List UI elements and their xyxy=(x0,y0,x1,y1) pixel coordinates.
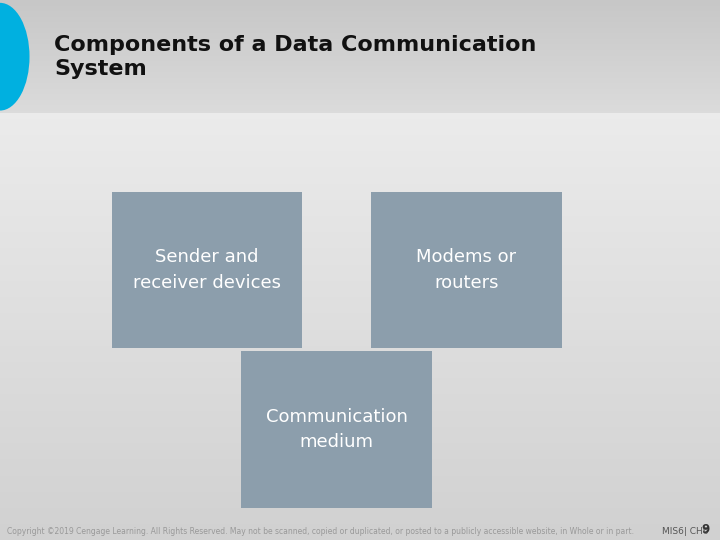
FancyBboxPatch shape xyxy=(241,351,432,508)
Text: MIS6| CH6: MIS6| CH6 xyxy=(662,526,709,536)
Text: Components of a Data Communication
System: Components of a Data Communication Syste… xyxy=(54,35,536,79)
Text: Copyright ©2019 Cengage Learning. All Rights Reserved. May not be scanned, copie: Copyright ©2019 Cengage Learning. All Ri… xyxy=(7,526,634,536)
Ellipse shape xyxy=(0,3,30,111)
FancyBboxPatch shape xyxy=(371,192,562,348)
Text: Communication
medium: Communication medium xyxy=(266,408,408,451)
Text: Sender and
receiver devices: Sender and receiver devices xyxy=(133,248,281,292)
Text: Modems or
routers: Modems or routers xyxy=(416,248,516,292)
FancyBboxPatch shape xyxy=(112,192,302,348)
Text: 9: 9 xyxy=(701,523,709,536)
